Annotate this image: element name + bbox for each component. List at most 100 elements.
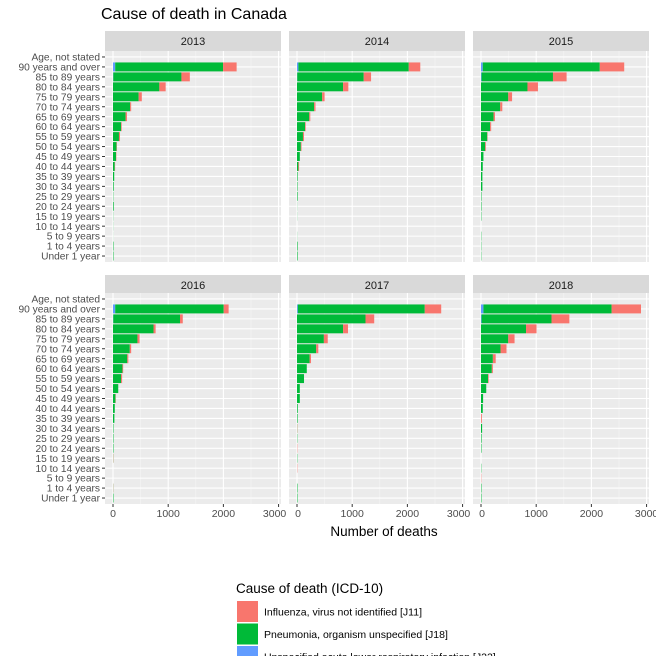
facet-label: 2017 [365,280,389,292]
bar-j18 [113,171,115,181]
bar-j11 [298,161,300,171]
bar-j18 [113,324,154,334]
bar-j11 [424,304,442,314]
y-tick-label: 60 to 64 years [35,122,100,133]
bar-j11 [551,314,570,324]
bar-j11 [223,304,229,314]
bar-j11 [323,334,328,344]
bar-j11 [309,354,311,364]
bar-j18 [297,354,310,364]
bar-j11 [599,62,625,72]
x-tick-label: 3000 [447,508,471,520]
bar-j18 [481,354,493,364]
bar-j18 [297,324,344,334]
y-tick-label: 85 to 89 years [35,314,100,325]
x-tick-label: 3000 [635,508,656,520]
y-tick-label: 75 to 79 years [35,92,100,103]
y-tick-label: 70 to 74 years [35,102,100,113]
panel-2018: 2018 0 1000 2000 3000 [473,275,656,520]
bar-j11 [129,344,132,354]
facet-strip [289,31,465,51]
bar-j18 [481,433,482,443]
bar-j18 [297,191,298,201]
legend-key-j18 [237,623,258,645]
bar-j18 [481,72,553,82]
bar-j18 [481,122,491,132]
y-tick-label: 20 to 24 years [35,202,100,213]
bar-j18 [297,161,299,171]
bar-j18 [113,122,122,132]
bar-j18 [297,72,364,82]
bar-j18 [297,413,298,423]
bar-j11 [309,112,311,122]
bar-j11 [127,354,129,364]
y-tick-label: 5 to 9 years [47,232,100,243]
bar-j11 [130,102,132,112]
bar-j11 [181,72,190,82]
bar-j11 [365,314,375,324]
x-tick-label: 1000 [157,508,181,520]
y-tick-label: 65 to 69 years [35,112,100,123]
bar-j18 [297,334,324,344]
bar-j18 [481,384,487,394]
y-tick-label: Under 1 year [41,494,100,505]
facet-label: 2018 [549,280,573,292]
x-tick-label: 1000 [525,508,549,520]
y-tick-label: Age, not stated [31,295,100,306]
bar-j11 [118,132,121,142]
bar-j18 [113,142,117,152]
y-tick-label: 20 to 24 years [35,444,100,455]
bar-j11 [314,102,316,112]
bar-j22 [481,72,482,82]
bar-j18 [297,344,317,354]
y-tick-label: 75 to 79 years [35,334,100,345]
bar-j18 [481,403,483,413]
bar-j18 [481,314,552,324]
y-tick-label: 15 to 19 years [35,212,100,223]
facet-strip [105,31,281,51]
legend: Influenza, virus not identified [J11] Pne… [237,601,496,656]
y-tick-label: 40 to 44 years [35,404,100,415]
bar-j11 [153,324,156,334]
facet-label: 2014 [365,36,389,48]
bar-j11 [527,82,538,92]
facet-label: 2015 [549,36,573,48]
bar-j11 [500,102,503,112]
bar-j18 [297,374,305,384]
bar-j11 [138,92,142,102]
y-tick-label: 90 years and over [18,305,100,316]
bar-j18 [113,181,114,191]
y-tick-label: 30 to 34 years [35,182,100,193]
bar-j11 [300,142,302,152]
bar-j18 [297,92,323,102]
bar-j22 [481,314,482,324]
y-tick-label: 10 to 14 years [35,464,100,475]
bar-j18 [297,122,306,132]
bar-j18 [113,92,139,102]
bar-j18 [481,142,486,152]
bar-j18 [297,171,298,181]
bar-j18 [481,394,484,403]
x-tick-label: 2000 [580,508,604,520]
y-tick-label: 25 to 29 years [35,434,100,445]
bar-j18 [113,364,123,374]
bar-j18 [483,304,612,314]
y-tick-label: 45 to 49 years [35,394,100,405]
bar-j11 [491,364,493,374]
bar-j22 [297,62,299,72]
bar-j18 [297,394,300,403]
bar-j11 [481,413,482,423]
facet-strip [105,275,281,293]
y-tick-label: 60 to 64 years [35,364,100,375]
y-tick-label: 35 to 39 years [35,172,100,183]
legend-title: Cause of death (ICD-10) [236,581,383,596]
x-tick-label: 0 [479,508,485,520]
bar-j11 [121,122,122,132]
bar-j18 [481,364,492,374]
bar-j22 [297,304,298,314]
bar-j18 [481,171,483,181]
bar-j18 [481,82,528,92]
y-tick-label: 10 to 14 years [35,222,100,233]
